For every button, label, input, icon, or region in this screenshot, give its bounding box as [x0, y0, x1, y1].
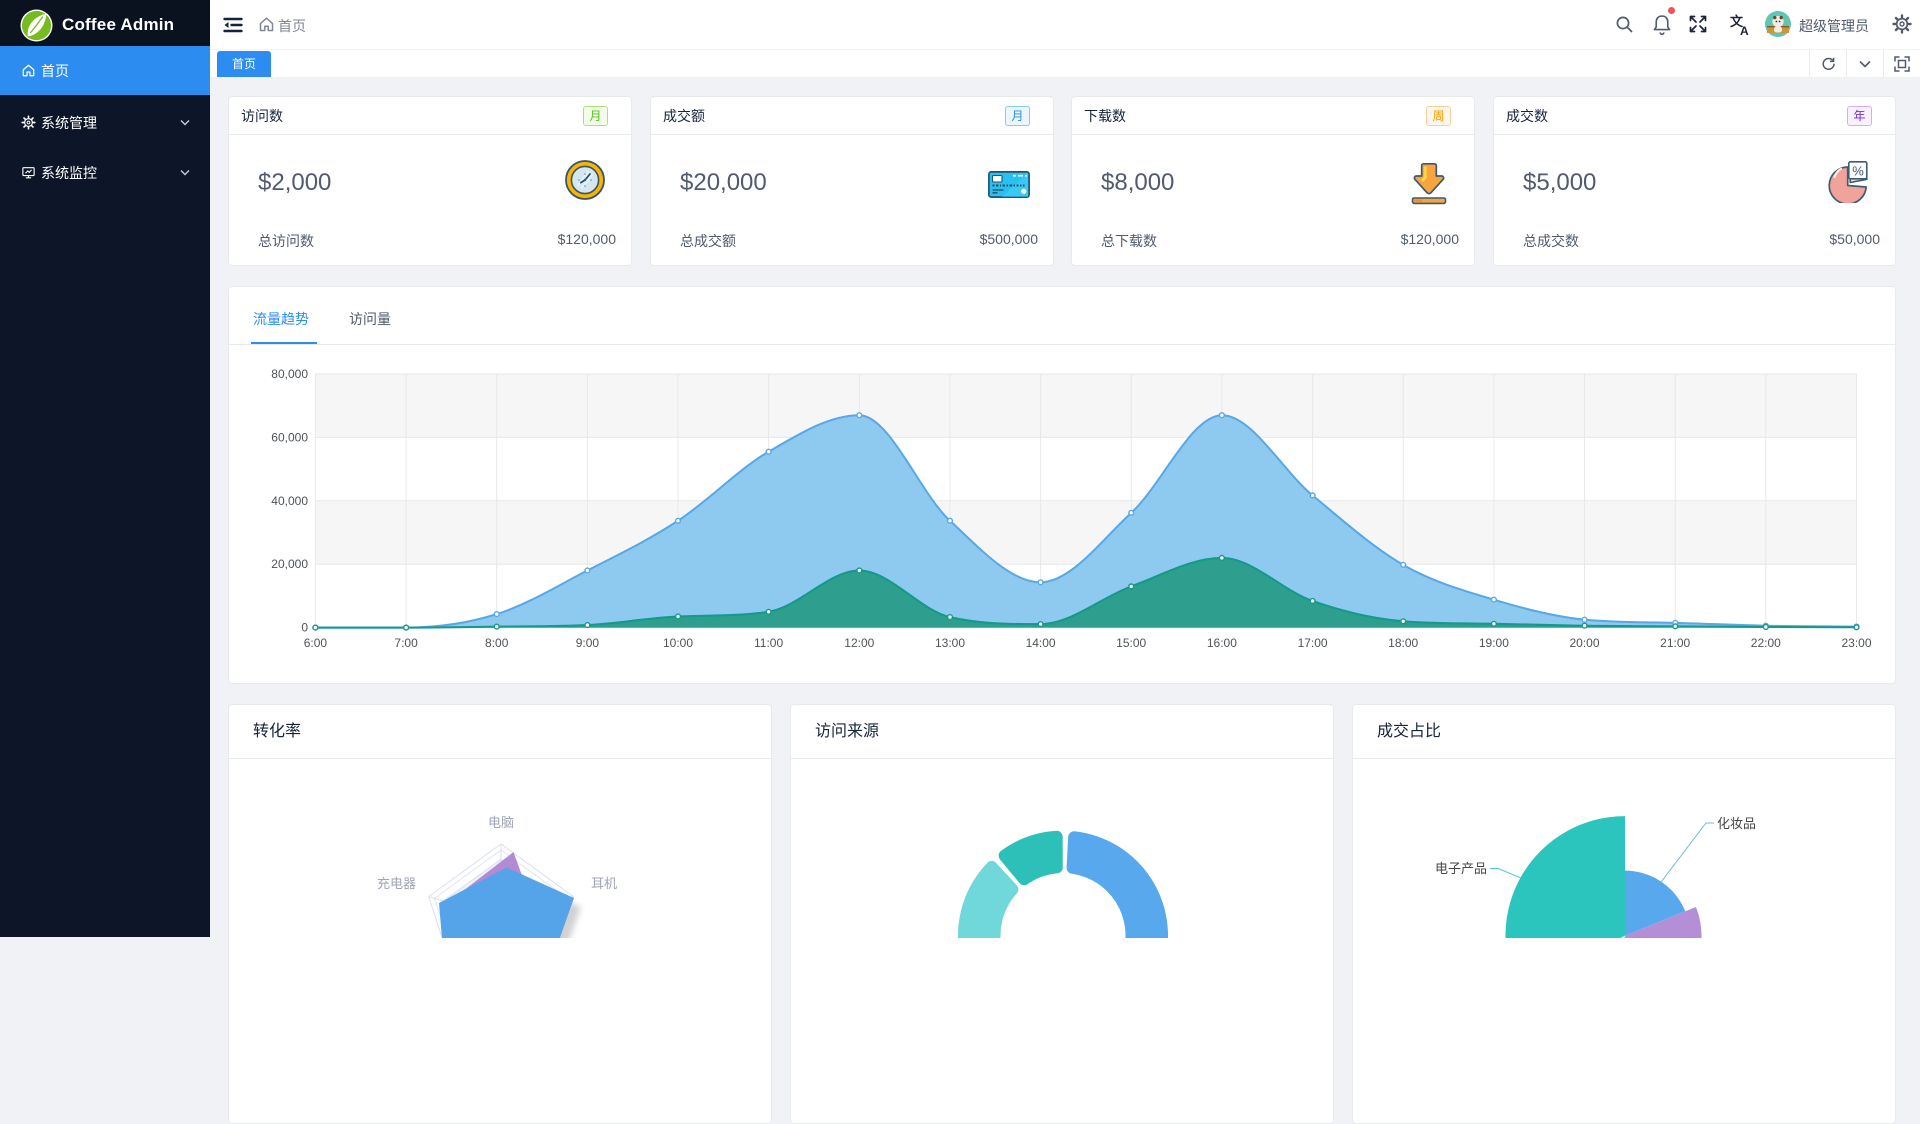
svg-text:文: 文	[1730, 14, 1744, 29]
svg-text:充电器: 充电器	[377, 876, 416, 891]
svg-text:16:00: 16:00	[1207, 636, 1237, 650]
svg-text:14:00: 14:00	[1026, 636, 1056, 650]
svg-text:21:00: 21:00	[1660, 636, 1690, 650]
svg-text:10:00: 10:00	[663, 636, 693, 650]
svg-text:20:00: 20:00	[1569, 636, 1599, 650]
svg-text:22:00: 22:00	[1751, 636, 1781, 650]
svg-text:23:00: 23:00	[1841, 636, 1871, 650]
svg-text:12:00: 12:00	[844, 636, 874, 650]
svg-text:电子产品: 电子产品	[1435, 861, 1487, 876]
svg-text:0: 0	[301, 621, 308, 635]
svg-text:6:00: 6:00	[304, 636, 328, 650]
svg-text:15:00: 15:00	[1116, 636, 1146, 650]
svg-text:19:00: 19:00	[1479, 636, 1509, 650]
svg-text:耳机: 耳机	[591, 876, 617, 891]
svg-text:11:00: 11:00	[754, 636, 783, 650]
svg-text:20,000: 20,000	[271, 557, 308, 571]
svg-text:%: %	[1852, 164, 1864, 179]
svg-text:40,000: 40,000	[271, 494, 308, 508]
svg-text:80,000: 80,000	[271, 367, 308, 381]
svg-text:18:00: 18:00	[1388, 636, 1418, 650]
svg-text:A: A	[1740, 24, 1749, 37]
svg-text:13:00: 13:00	[935, 636, 965, 650]
svg-text:8:00: 8:00	[485, 636, 509, 650]
svg-text:60,000: 60,000	[271, 430, 308, 444]
svg-text:电脑: 电脑	[488, 815, 514, 830]
svg-text:17:00: 17:00	[1298, 636, 1328, 650]
svg-text:7:00: 7:00	[394, 636, 418, 650]
svg-text:9:00: 9:00	[576, 636, 600, 650]
svg-text:化妆品: 化妆品	[1717, 816, 1756, 831]
